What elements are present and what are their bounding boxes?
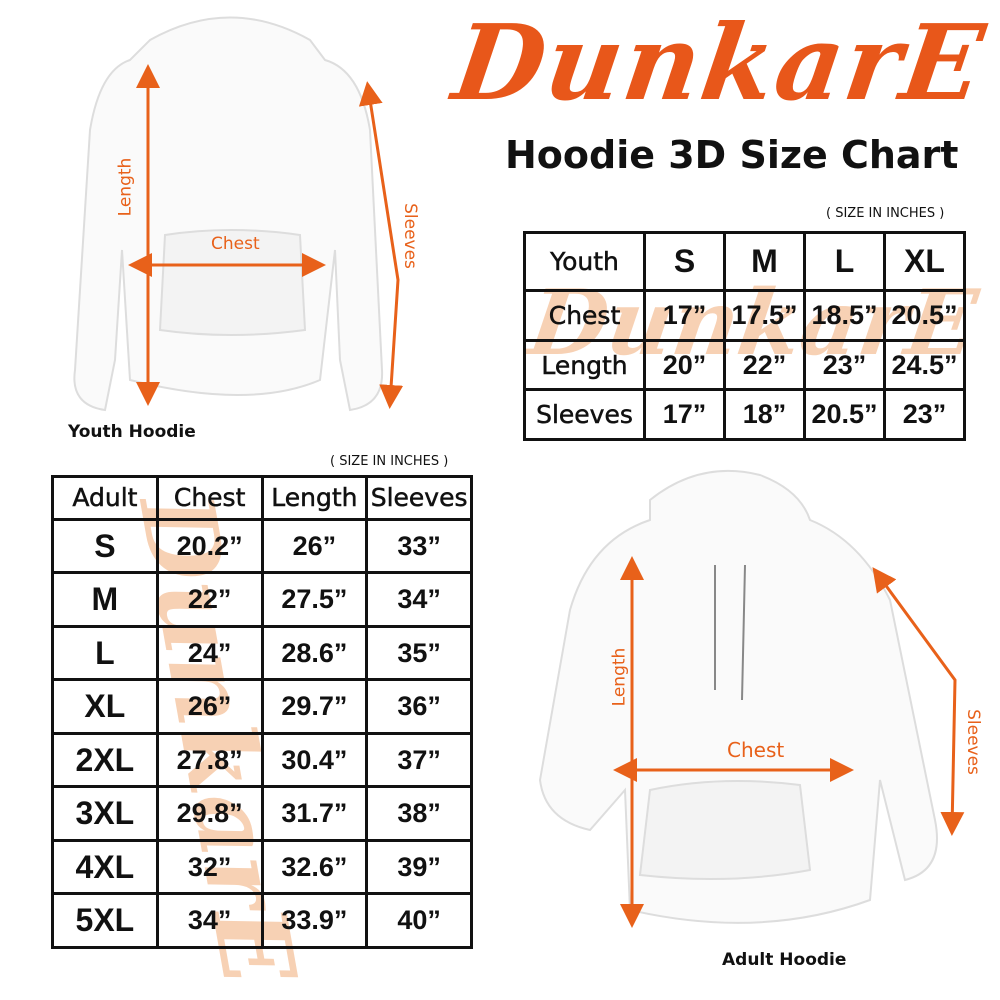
adult-hoodie-caption: Adult Hoodie bbox=[722, 950, 847, 970]
header-cell: M bbox=[723, 230, 806, 293]
cell: 27.5” bbox=[260, 571, 369, 628]
row-label: XL bbox=[51, 678, 159, 735]
adult-sleeves-label: Sleeves bbox=[962, 709, 983, 775]
cell: 31.7” bbox=[260, 785, 369, 842]
row-label: M bbox=[51, 571, 159, 628]
row-label: 4XL bbox=[51, 838, 159, 896]
cell: 23” bbox=[883, 388, 966, 441]
table-row: XL 26” 29.7” 36” bbox=[51, 678, 473, 735]
cell: 32” bbox=[155, 838, 264, 896]
cell: 24” bbox=[155, 624, 264, 682]
row-label: Chest bbox=[523, 289, 646, 342]
row-label: Length bbox=[523, 338, 646, 392]
youth-chest-label: Chest bbox=[211, 234, 260, 254]
cell: 38” bbox=[365, 785, 473, 842]
cell: 26” bbox=[260, 517, 369, 575]
table-header-row: Adult Chest Length Sleeves bbox=[51, 475, 473, 521]
cell: 17” bbox=[643, 289, 726, 342]
header-cell: Chest bbox=[155, 475, 264, 521]
cell: 32.6” bbox=[260, 838, 369, 896]
row-label: S bbox=[51, 517, 159, 575]
header-cell: L bbox=[803, 230, 886, 293]
row-label: 3XL bbox=[51, 785, 159, 842]
adult-length-label: Length bbox=[609, 647, 630, 707]
table-row: L 24” 28.6” 35” bbox=[51, 624, 473, 682]
cell: 30.4” bbox=[260, 731, 369, 789]
table-row: Chest 17” 17.5” 18.5” 20.5” bbox=[523, 289, 966, 342]
table-row: 4XL 32” 32.6” 39” bbox=[51, 838, 473, 896]
table-row: 5XL 34” 33.9” 40” bbox=[51, 892, 473, 949]
cell: 18.5” bbox=[803, 289, 886, 342]
cell: 40” bbox=[365, 892, 473, 949]
cell: 39” bbox=[365, 838, 473, 896]
row-label: L bbox=[51, 624, 159, 682]
cell: 17.5” bbox=[723, 289, 806, 342]
cell: 24.5” bbox=[883, 338, 966, 392]
youth-sleeves-arrow bbox=[358, 81, 404, 409]
youth-unit-note: ( SIZE IN INCHES ) bbox=[826, 206, 945, 221]
youth-length-label: Length bbox=[115, 157, 136, 217]
adult-size-table: Adult Chest Length Sleeves S 20.2” 26” 33” M… bbox=[51, 475, 473, 949]
cell: 33” bbox=[365, 517, 473, 575]
cell: 34” bbox=[155, 892, 264, 949]
table-row: Length 20” 22” 23” 24.5” bbox=[523, 338, 966, 392]
cell: 29.8” bbox=[155, 785, 264, 842]
cell: 37” bbox=[365, 731, 473, 789]
youth-size-table: Youth S M L XL Chest 17” 17.5” 18.5” 20.… bbox=[523, 230, 966, 441]
header-cell: Length bbox=[260, 475, 369, 521]
page-title: Hoodie 3D Size Chart bbox=[505, 133, 959, 177]
cell: 36” bbox=[365, 678, 473, 735]
youth-hoodie-caption: Youth Hoodie bbox=[68, 422, 196, 442]
table-row: 2XL 27.8” 30.4” 37” bbox=[51, 731, 473, 789]
cell: 22” bbox=[155, 571, 264, 628]
cell: 18” bbox=[723, 388, 806, 441]
adult-unit-note: ( SIZE IN INCHES ) bbox=[330, 454, 449, 469]
header-cell: Sleeves bbox=[365, 475, 473, 521]
cell: 22” bbox=[723, 338, 806, 392]
table-row: M 22” 27.5” 34” bbox=[51, 571, 473, 628]
cell: 35” bbox=[365, 624, 473, 682]
cell: 33.9” bbox=[260, 892, 369, 949]
cell: 20” bbox=[643, 338, 726, 392]
header-cell: S bbox=[643, 230, 726, 293]
row-label: Sleeves bbox=[523, 388, 646, 441]
cell: 20.5” bbox=[883, 289, 966, 342]
row-label: 2XL bbox=[51, 731, 159, 789]
cell: 29.7” bbox=[260, 678, 369, 735]
table-row: Sleeves 17” 18” 20.5” 23” bbox=[523, 388, 966, 441]
cell: 27.8” bbox=[155, 731, 264, 789]
cell: 26” bbox=[155, 678, 264, 735]
brand-logo: DunkarE bbox=[446, 1, 993, 124]
cell: 20.2” bbox=[155, 517, 264, 575]
cell: 23” bbox=[803, 338, 886, 392]
adult-sleeves-arrow bbox=[872, 567, 965, 836]
cell: 17” bbox=[643, 388, 726, 441]
header-cell: Youth bbox=[523, 230, 646, 293]
cell: 34” bbox=[365, 571, 473, 628]
table-row: 3XL 29.8” 31.7” 38” bbox=[51, 785, 473, 842]
youth-sleeves-label: Sleeves bbox=[399, 203, 420, 269]
adult-hoodie-image bbox=[538, 469, 938, 924]
table-row: S 20.2” 26” 33” bbox=[51, 517, 473, 575]
cell: 28.6” bbox=[260, 624, 369, 682]
header-cell: XL bbox=[883, 230, 966, 293]
adult-chest-label: Chest bbox=[727, 738, 785, 762]
row-label: 5XL bbox=[51, 892, 159, 949]
header-cell: Adult bbox=[51, 475, 159, 521]
table-header-row: Youth S M L XL bbox=[523, 230, 966, 293]
cell: 20.5” bbox=[803, 388, 886, 441]
